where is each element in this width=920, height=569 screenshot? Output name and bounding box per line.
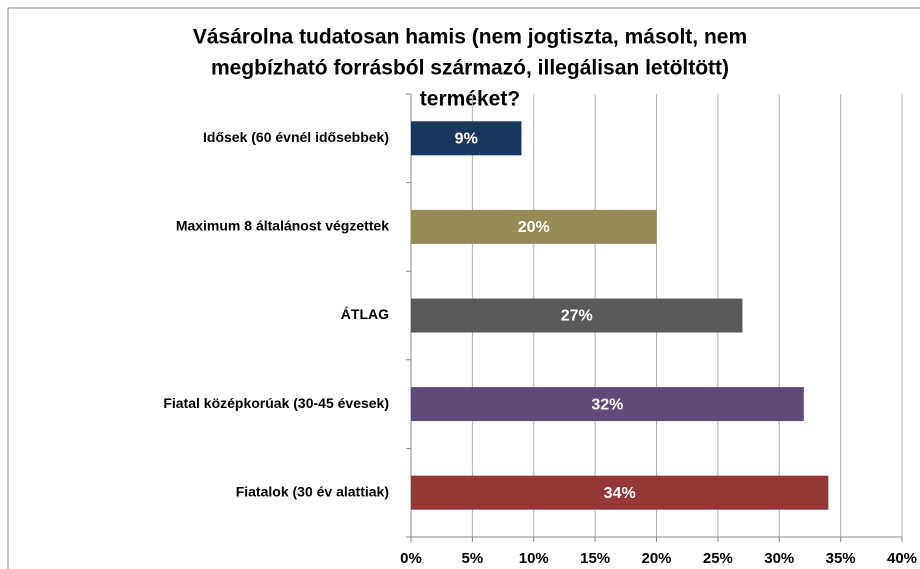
- y-tick-label: Fiatalok (30 év alattiak): [236, 483, 389, 499]
- x-tick-label: 25%: [703, 550, 733, 567]
- value-label: 34%: [604, 485, 636, 502]
- x-tick-label: 20%: [641, 550, 671, 567]
- value-label: 20%: [518, 219, 550, 236]
- bar: [411, 475, 829, 510]
- chart-title: Vásárolna tudatosan hamis (nem jogtiszta…: [193, 26, 747, 49]
- y-tick-label: ÁTLAG: [341, 306, 389, 322]
- value-label: 32%: [591, 396, 623, 413]
- bar: [411, 387, 804, 422]
- y-tick-label: Maximum 8 általánost végzettek: [176, 218, 389, 234]
- chart-title: terméket?: [420, 88, 520, 111]
- chart-title: megbízható forrásból származó, illegális…: [211, 57, 729, 80]
- bar: [411, 298, 743, 333]
- x-tick-label: 30%: [764, 550, 794, 567]
- x-tick-label: 40%: [887, 550, 917, 567]
- value-label: 27%: [561, 308, 593, 325]
- bar: [411, 209, 657, 244]
- value-label: 9%: [455, 131, 478, 148]
- chart-border: [7, 7, 920, 569]
- y-tick-label: Idősek (60 évnél idősebbek): [203, 129, 389, 145]
- x-tick-label: 0%: [400, 550, 422, 567]
- y-tick-label: Fiatal középkorúak (30-45 évesek): [163, 395, 389, 411]
- x-tick-label: 35%: [826, 550, 856, 567]
- x-tick-label: 10%: [519, 550, 549, 567]
- x-tick-label: 5%: [462, 550, 484, 567]
- x-tick-label: 15%: [580, 550, 610, 567]
- bar: [411, 121, 522, 156]
